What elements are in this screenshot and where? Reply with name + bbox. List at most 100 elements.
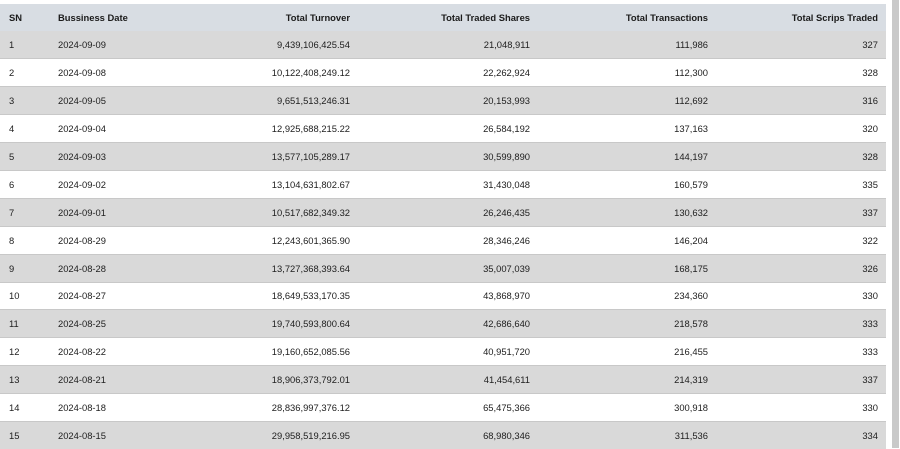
cell-total-traded-shares: 43,868,970 [356,281,536,310]
cell-business-date: 2024-09-01 [56,197,206,227]
table-row: 15 2024-08-15 29,958,519,216.95 68,980,346 3… [0,420,886,449]
cell-business-date: 2024-09-02 [56,169,206,199]
table-row: 9 2024-08-28 13,727,368,393.64 35,007,039 16… [0,253,886,283]
cell-sn: 7 [0,197,56,227]
cell-sn: 12 [0,337,56,366]
cell-business-date: 2024-08-25 [56,309,206,338]
cell-sn: 2 [0,58,56,87]
cell-total-turnover: 28,836,997,376.12 [206,393,356,422]
vertical-scrollbar[interactable] [889,0,900,448]
table-row: 8 2024-08-29 12,243,601,365.90 28,346,246 14… [0,225,886,255]
header-total-transactions[interactable]: Total Transactions [625,12,708,23]
header-total-scrips-traded[interactable]: Total Scrips Traded [791,12,878,23]
cell-total-turnover: 19,740,593,800.64 [206,309,356,338]
cell-total-transactions: 300,918 [536,393,714,422]
cell-total-scrips-traded: 330 [714,393,886,422]
cell-total-scrips-traded: 327 [862,39,878,51]
table-row: 10 2024-08-27 18,649,533,170.35 43,868,970 2… [0,281,886,310]
cell-total-traded-shares: 28,346,246 [356,225,536,255]
cell-total-traded-shares: 42,686,640 [356,309,536,338]
cell-total-traded-shares: 31,430,048 [356,169,536,199]
cell-total-scrips-traded: 334 [714,420,886,449]
cell-total-traded-shares: 65,475,366 [356,393,536,422]
cell-business-date: 2024-08-29 [56,225,206,255]
cell-total-scrips-traded: 333 [714,309,886,338]
cell-business-date: 2024-08-27 [56,281,206,310]
cell-total-transactions: 111,986 [675,39,709,51]
table-row: 2 2024-09-08 10,122,408,249.12 22,262,924 11… [0,58,886,87]
cell-total-transactions: 144,197 [536,142,714,171]
table-row: 12 2024-08-22 19,160,652,085.56 40,951,720 2… [0,337,886,366]
cell-total-turnover: 13,727,368,393.64 [206,253,356,283]
cell-total-transactions: 214,319 [536,365,714,394]
cell-sn: 14 [0,393,56,422]
cell-business-date: 2024-08-28 [56,253,206,283]
cell-total-traded-shares: 40,951,720 [356,337,536,366]
table-row: 7 2024-09-01 10,517,682,349.32 26,246,435 13… [0,197,886,227]
cell-total-scrips-traded: 316 [714,86,886,115]
cell-total-turnover: 29,958,519,216.95 [206,420,356,449]
table-header: SN Bussiness Date Total Turnover Total T… [0,4,886,31]
cell-business-date: 2024-09-05 [56,86,206,115]
cell-sn: 13 [0,365,56,394]
cell-sn: 1 [9,39,15,51]
table-row: 14 2024-08-18 28,836,997,376.12 65,475,366 3… [0,393,886,422]
cell-business-date: 2024-09-08 [56,58,206,87]
cell-business-date: 2024-09-09 [58,39,106,51]
cell-business-date: 2024-08-15 [56,420,206,449]
cell-total-traded-shares: 26,246,435 [356,197,536,227]
cell-total-transactions: 112,300 [536,58,714,87]
cell-business-date: 2024-08-21 [56,365,206,394]
cell-total-traded-shares: 21,048,911 [483,39,530,51]
table-row: 13 2024-08-21 18,906,373,792.01 41,454,611 2… [0,365,886,394]
cell-sn: 6 [0,169,56,199]
cell-total-scrips-traded: 322 [714,225,886,255]
cell-total-transactions: 130,632 [536,197,714,227]
table-row: 4 2024-09-04 12,925,688,215.22 26,584,192 13… [0,114,886,143]
cell-total-traded-shares: 22,262,924 [356,58,536,87]
cell-total-traded-shares: 20,153,993 [356,86,536,115]
cell-total-scrips-traded: 333 [714,337,886,366]
cell-total-scrips-traded: 337 [714,197,886,227]
cell-total-turnover: 19,160,652,085.56 [206,337,356,366]
cell-total-traded-shares: 41,454,611 [356,365,536,394]
header-row: SN Bussiness Date Total Turnover Total T… [0,4,886,31]
cell-total-turnover: 12,925,688,215.22 [206,114,356,143]
cell-total-traded-shares: 30,599,890 [356,142,536,171]
cell-total-transactions: 112,692 [536,86,714,115]
header-total-turnover[interactable]: Total Turnover [285,12,350,23]
cell-total-turnover: 10,122,408,249.12 [206,58,356,87]
cell-sn: 8 [0,225,56,255]
table-row: 6 2024-09-02 13,104,631,802.67 31,430,048 16… [0,169,886,199]
cell-total-transactions: 168,175 [536,253,714,283]
table-row: 1 2024-09-09 9,439,106,425.54 21,048,911 111… [0,31,886,59]
cell-business-date: 2024-09-03 [56,142,206,171]
cell-total-turnover: 18,649,533,170.35 [206,281,356,310]
cell-total-traded-shares: 35,007,039 [356,253,536,283]
header-total-traded-shares[interactable]: Total Traded Shares [441,12,530,23]
cell-total-traded-shares: 68,980,346 [356,420,536,449]
cell-total-scrips-traded: 326 [714,253,886,283]
cell-total-scrips-traded: 335 [714,169,886,199]
table-row: 11 2024-08-25 19,740,593,800.64 42,686,640 2… [0,309,886,338]
table-row: 5 2024-09-03 13,577,105,289.17 30,599,890 14… [0,142,886,171]
scrollbar-thumb[interactable] [892,0,899,448]
cell-total-turnover: 9,651,513,246.31 [206,86,356,115]
cell-total-turnover: 9,439,106,425.54 [277,39,350,51]
cell-total-scrips-traded: 320 [714,114,886,143]
cell-total-transactions: 137,163 [536,114,714,143]
cell-sn: 5 [0,142,56,171]
cell-total-scrips-traded: 328 [714,142,886,171]
cell-business-date: 2024-09-04 [56,114,206,143]
cell-sn: 15 [0,420,56,449]
cell-sn: 10 [0,281,56,310]
cell-sn: 3 [0,86,56,115]
header-business-date[interactable]: Bussiness Date [58,12,128,23]
cell-total-scrips-traded: 330 [714,281,886,310]
cell-total-transactions: 218,578 [536,309,714,338]
header-sn[interactable]: SN [9,12,23,23]
cell-total-turnover: 12,243,601,365.90 [206,225,356,255]
table-body: 1 2024-09-09 9,439,106,425.54 21,048,911 111… [0,31,886,449]
cell-total-scrips-traded: 328 [714,58,886,87]
